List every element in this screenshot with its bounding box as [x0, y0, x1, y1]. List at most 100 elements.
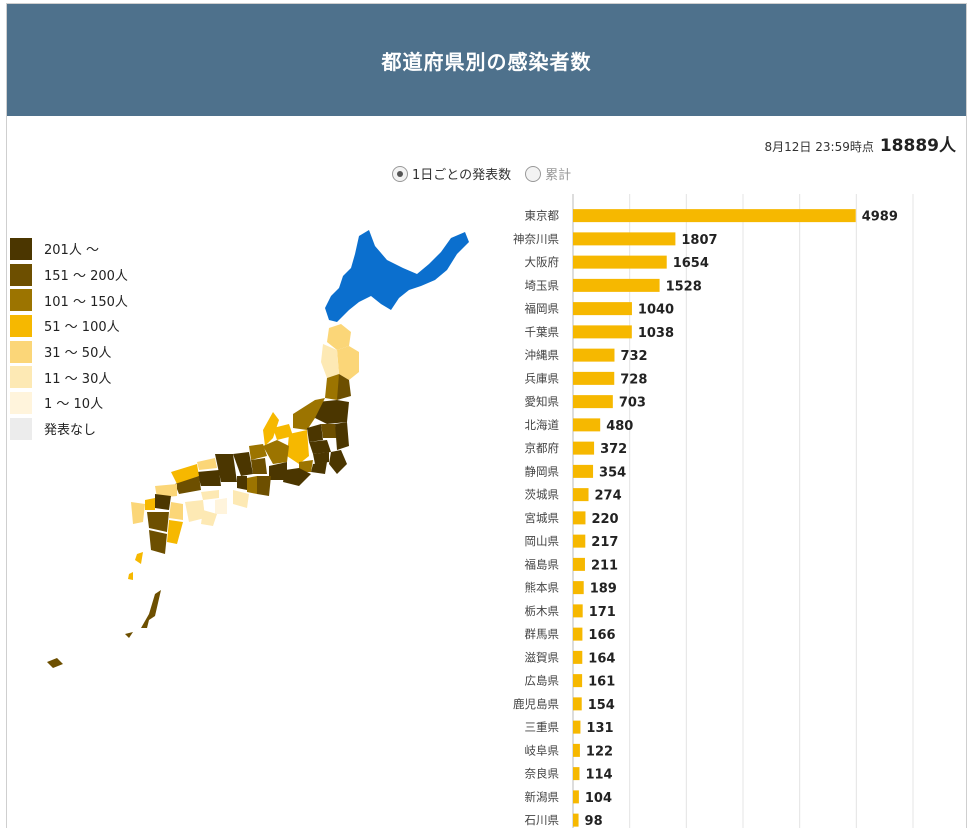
map-region-hyogo[interactable]	[215, 454, 237, 482]
map-region-hiroshima[interactable]	[175, 476, 201, 494]
map-region-shimane[interactable]	[171, 464, 199, 484]
bar[interactable]	[573, 534, 586, 548]
bar[interactable]	[573, 464, 594, 478]
legend-swatch	[10, 391, 32, 414]
map-region-aichi[interactable]	[269, 462, 287, 480]
bar[interactable]	[573, 627, 583, 641]
map-region-wakayama[interactable]	[233, 490, 249, 508]
bar[interactable]	[573, 743, 580, 757]
map-region-nagano[interactable]	[287, 430, 309, 464]
map-region-kagoshima[interactable]	[149, 530, 167, 554]
bar[interactable]	[573, 325, 632, 339]
map-region-mie[interactable]	[257, 476, 271, 496]
map-region-gifu[interactable]	[263, 440, 289, 464]
map-region-shizuoka[interactable]	[283, 468, 311, 486]
category-label: 京都府	[525, 441, 560, 455]
bar[interactable]	[573, 418, 601, 432]
bar[interactable]	[573, 302, 632, 316]
category-label: 広島県	[525, 674, 560, 688]
bar[interactable]	[573, 488, 589, 502]
bar[interactable]	[573, 720, 581, 734]
map-region-hokkaido[interactable]	[325, 230, 469, 322]
map-region-tokushima[interactable]	[215, 498, 227, 514]
map-region-fukuoka[interactable]	[155, 494, 171, 510]
map-region-tochigi[interactable]	[321, 424, 337, 438]
map-region-nagasaki[interactable]	[131, 502, 145, 524]
map-region-kanagawa[interactable]	[311, 462, 327, 474]
bar[interactable]	[573, 674, 583, 688]
bar[interactable]	[573, 395, 613, 409]
map-region-aomori[interactable]	[327, 324, 351, 350]
map-region-yamagata[interactable]	[325, 374, 339, 400]
value-label: 164	[588, 651, 615, 666]
map-region-miyazaki[interactable]	[167, 520, 183, 544]
map-region-ehime[interactable]	[185, 500, 205, 522]
map-region-oita[interactable]	[169, 502, 183, 520]
map-region-tottori[interactable]	[197, 458, 217, 470]
map-region-yamanashi[interactable]	[299, 460, 313, 472]
category-label: 奈良県	[525, 767, 560, 781]
map-region-saitama[interactable]	[309, 440, 331, 454]
bar[interactable]	[573, 813, 579, 827]
map-region-okayama[interactable]	[197, 470, 221, 486]
category-label: 静岡県	[525, 464, 560, 478]
bar[interactable]	[573, 650, 583, 664]
value-label: 728	[620, 372, 647, 387]
value-label: 122	[586, 744, 613, 759]
map-region-ishikawa[interactable]	[263, 412, 279, 446]
map-region-kumamoto[interactable]	[147, 512, 169, 532]
map-region-fukui[interactable]	[249, 444, 267, 460]
value-label: 372	[600, 442, 627, 457]
radio-label-cumulative: 累計	[545, 168, 572, 183]
bar[interactable]	[573, 767, 580, 781]
bar[interactable]	[573, 371, 615, 385]
bar[interactable]	[573, 790, 579, 804]
legend-label: 31 ～ 50人	[44, 346, 112, 362]
map-region-ibaraki[interactable]	[335, 422, 349, 450]
map-region-tokyo[interactable]	[313, 452, 329, 464]
map-region-nara[interactable]	[247, 476, 257, 494]
radio-option-cumulative[interactable]: 累計	[525, 164, 571, 183]
radio-unchecked-icon[interactable]	[525, 165, 542, 182]
map-region-iwate[interactable]	[337, 346, 359, 380]
legend-label: 201人 ～	[44, 243, 99, 259]
bar[interactable]	[573, 697, 582, 711]
value-label: 189	[590, 582, 617, 597]
legend-item: 11 ～ 30人	[10, 364, 128, 390]
bar[interactable]	[573, 441, 595, 455]
category-label: 大阪府	[525, 255, 560, 269]
category-label: 熊本県	[525, 581, 560, 595]
bar[interactable]	[573, 255, 667, 269]
map-region-okinawa[interactable]	[47, 590, 161, 668]
map-region-fukushima[interactable]	[315, 400, 349, 424]
map-region-osaka[interactable]	[237, 476, 247, 490]
bar[interactable]	[573, 278, 660, 292]
map-region-akita[interactable]	[321, 344, 339, 378]
bar[interactable]	[573, 209, 856, 223]
map-region-chiba[interactable]	[329, 450, 347, 474]
map-region-gunma[interactable]	[307, 424, 323, 442]
map-region-kochi[interactable]	[201, 510, 217, 526]
map-region-toyama[interactable]	[273, 424, 293, 440]
map-region-saga[interactable]	[145, 498, 155, 510]
bar[interactable]	[573, 348, 615, 362]
map-region-shiga[interactable]	[251, 458, 267, 474]
category-label: 東京都	[525, 209, 560, 223]
radio-option-daily[interactable]: 1日ごとの発表数	[392, 164, 511, 183]
bar[interactable]	[573, 604, 583, 618]
category-label: 福島県	[525, 557, 560, 571]
bar[interactable]	[573, 511, 586, 525]
map-region-niigata[interactable]	[293, 398, 325, 430]
bar[interactable]	[573, 232, 676, 246]
legend-item: 101 ～ 150人	[10, 287, 128, 313]
map-region-kagawa[interactable]	[201, 490, 219, 500]
legend-item: 1 ～ 10人	[10, 390, 128, 416]
radio-checked-icon[interactable]	[392, 165, 408, 182]
total-count: 18889人	[879, 136, 956, 156]
bar[interactable]	[573, 557, 585, 571]
bar-chart: 東京都 4989 神奈川県 1807 大阪府 1654 埼玉県 1528 福岡県 1040 千葉県 1…	[513, 194, 914, 828]
bar[interactable]	[573, 581, 584, 595]
map-region-kyoto[interactable]	[233, 452, 253, 476]
map-region-yamaguchi[interactable]	[155, 484, 177, 498]
radio-label-daily: 1日ごとの発表数	[412, 168, 512, 183]
